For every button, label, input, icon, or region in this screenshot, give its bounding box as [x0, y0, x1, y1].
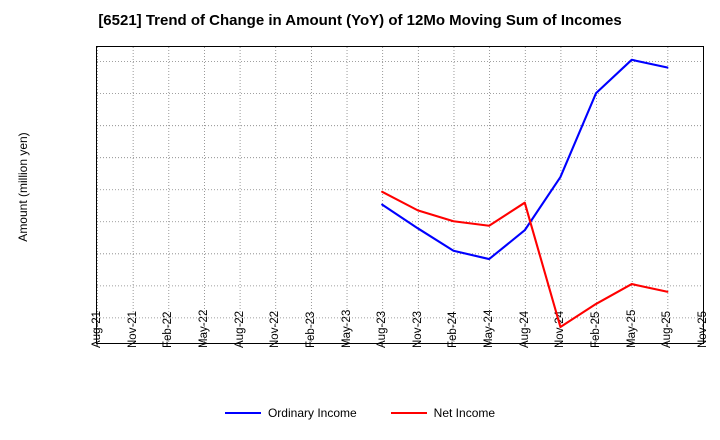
legend-label: Ordinary Income	[267, 406, 357, 420]
plot-svg	[97, 47, 703, 343]
legend-color-swatch	[224, 412, 261, 414]
legend-color-swatch	[390, 412, 427, 414]
legend-item[interactable]: Net Income	[390, 406, 496, 420]
plot-area	[96, 46, 704, 344]
series-line-1	[381, 58, 669, 261]
legend-item[interactable]: Ordinary Income	[224, 406, 357, 420]
y-axis-label: Amount (million yen)	[16, 132, 30, 242]
chart-title: [6521] Trend of Change in Amount (YoY) o…	[98, 12, 622, 29]
chart-legend: Ordinary Income Net Income	[0, 406, 720, 420]
legend-label: Net Income	[433, 406, 496, 420]
series-line-2	[381, 190, 669, 329]
